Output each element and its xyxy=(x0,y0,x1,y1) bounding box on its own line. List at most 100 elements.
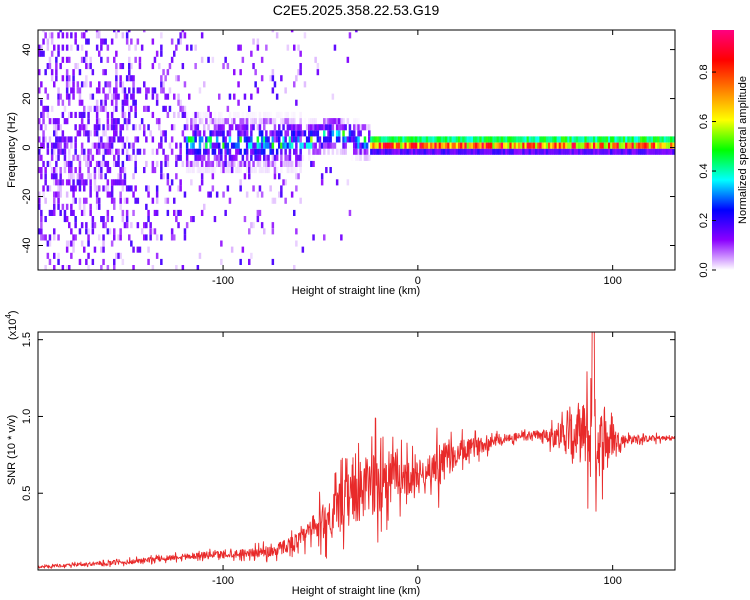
heatmap-cell xyxy=(209,167,212,174)
heatmap-cell xyxy=(166,209,170,216)
heatmap-cell xyxy=(526,148,530,155)
heatmap-cell xyxy=(181,265,185,270)
heatmap-cell xyxy=(423,142,427,149)
heatmap-cell xyxy=(353,136,356,143)
heatmap-cell xyxy=(222,191,225,198)
heatmap-cell xyxy=(224,209,227,216)
heatmap-cell xyxy=(299,118,302,125)
heatmap-cell xyxy=(68,240,71,247)
heatmap-cell xyxy=(498,136,502,143)
heatmap-cell xyxy=(410,148,414,155)
heatmap-cell xyxy=(179,179,182,186)
heatmap-cell xyxy=(106,185,110,192)
heatmap-cell xyxy=(93,105,97,112)
heatmap-cell xyxy=(95,124,99,131)
heatmap-cell xyxy=(241,124,245,131)
heatmap-cell xyxy=(481,136,485,143)
heatmap-cell xyxy=(192,167,195,174)
heatmap-cell xyxy=(121,185,125,192)
heatmap-cell xyxy=(213,216,217,223)
heatmap-cell xyxy=(132,81,135,88)
heatmap-cell xyxy=(595,142,598,149)
heatmap-cell xyxy=(117,118,120,125)
heatmap-cell xyxy=(372,148,375,155)
heatmap-cell xyxy=(243,130,247,137)
heatmap-cell xyxy=(509,136,512,143)
heatmap-cell xyxy=(395,136,399,143)
heatmap-cell xyxy=(70,142,73,149)
heatmap-cell xyxy=(203,81,206,88)
heatmap-cell xyxy=(638,136,641,143)
heatmap-cell xyxy=(170,38,174,45)
heatmap-cell xyxy=(190,160,193,167)
heatmap-cell xyxy=(128,63,131,70)
heatmap-cell xyxy=(314,148,317,155)
heatmap-cell xyxy=(359,124,362,131)
heatmap-cell xyxy=(117,179,120,186)
heatmap-cell xyxy=(70,185,73,192)
heatmap-cell xyxy=(363,124,367,131)
heatmap-cell xyxy=(65,203,69,210)
heatmap-cell xyxy=(548,136,551,143)
heatmap-cell xyxy=(556,142,560,149)
heatmap-cell xyxy=(215,160,219,167)
heatmap-cell xyxy=(110,148,114,155)
heatmap-cell xyxy=(280,75,283,82)
heatmap-cell xyxy=(132,173,135,180)
heatmap-cell xyxy=(46,44,50,51)
heatmap-cell xyxy=(222,124,225,131)
heatmap-cell xyxy=(164,75,167,82)
heatmap-cell xyxy=(239,130,242,137)
heatmap-cell xyxy=(605,148,609,155)
heatmap-cell xyxy=(38,87,41,94)
heatmap-cell xyxy=(185,111,189,118)
snr-ytick-label: 0.5 xyxy=(21,486,33,501)
heatmap-cell xyxy=(183,81,187,88)
heatmap-cell xyxy=(68,173,71,180)
heatmap-cell xyxy=(89,56,92,63)
heatmap-cell xyxy=(494,142,497,149)
heatmap-cell xyxy=(663,136,667,143)
heatmap-cell xyxy=(200,154,204,161)
heatmap-cell xyxy=(85,222,88,229)
heatmap-cell xyxy=(408,136,412,143)
heatmap-cell xyxy=(237,142,240,149)
heatmap-cell xyxy=(74,154,77,161)
heatmap-cell xyxy=(389,136,392,143)
heatmap-cell xyxy=(515,142,519,149)
heatmap-cell xyxy=(106,124,110,131)
heatmap-cell xyxy=(155,118,159,125)
heatmap-cell xyxy=(65,136,69,143)
heatmap-cell xyxy=(155,50,159,57)
heatmap-cell xyxy=(224,136,227,143)
heatmap-cell xyxy=(63,209,67,216)
heatmap-cell xyxy=(179,38,182,45)
heatmap-cell xyxy=(68,81,71,88)
heatmap-cell xyxy=(488,148,491,155)
heatmap-cell xyxy=(325,124,328,131)
heatmap-cell xyxy=(121,63,125,70)
heatmap-cell xyxy=(256,87,260,94)
heatmap-cell xyxy=(295,136,298,143)
heatmap-cell xyxy=(449,136,452,143)
heatmap-cell xyxy=(507,136,510,143)
heatmap-cell xyxy=(243,160,247,167)
heatmap-cell xyxy=(53,252,56,259)
heatmap-cell xyxy=(597,142,600,149)
heatmap-cell xyxy=(100,142,103,149)
heatmap-cell xyxy=(63,167,67,174)
heatmap-cell xyxy=(106,179,110,186)
heatmap-cell xyxy=(106,191,110,198)
heatmap-cell xyxy=(113,197,116,204)
heatmap-cell xyxy=(147,258,150,265)
heatmap-cell xyxy=(100,99,103,106)
heatmap-cell xyxy=(331,118,335,125)
heatmap-cell xyxy=(74,148,77,155)
heatmap-cell xyxy=(89,148,92,155)
heatmap-cell xyxy=(143,222,146,229)
heatmap-cell xyxy=(102,38,105,45)
heatmap-cell xyxy=(125,148,129,155)
heatmap-cell xyxy=(80,81,84,88)
heatmap-cell xyxy=(115,32,118,39)
heatmap-cell xyxy=(194,160,197,167)
